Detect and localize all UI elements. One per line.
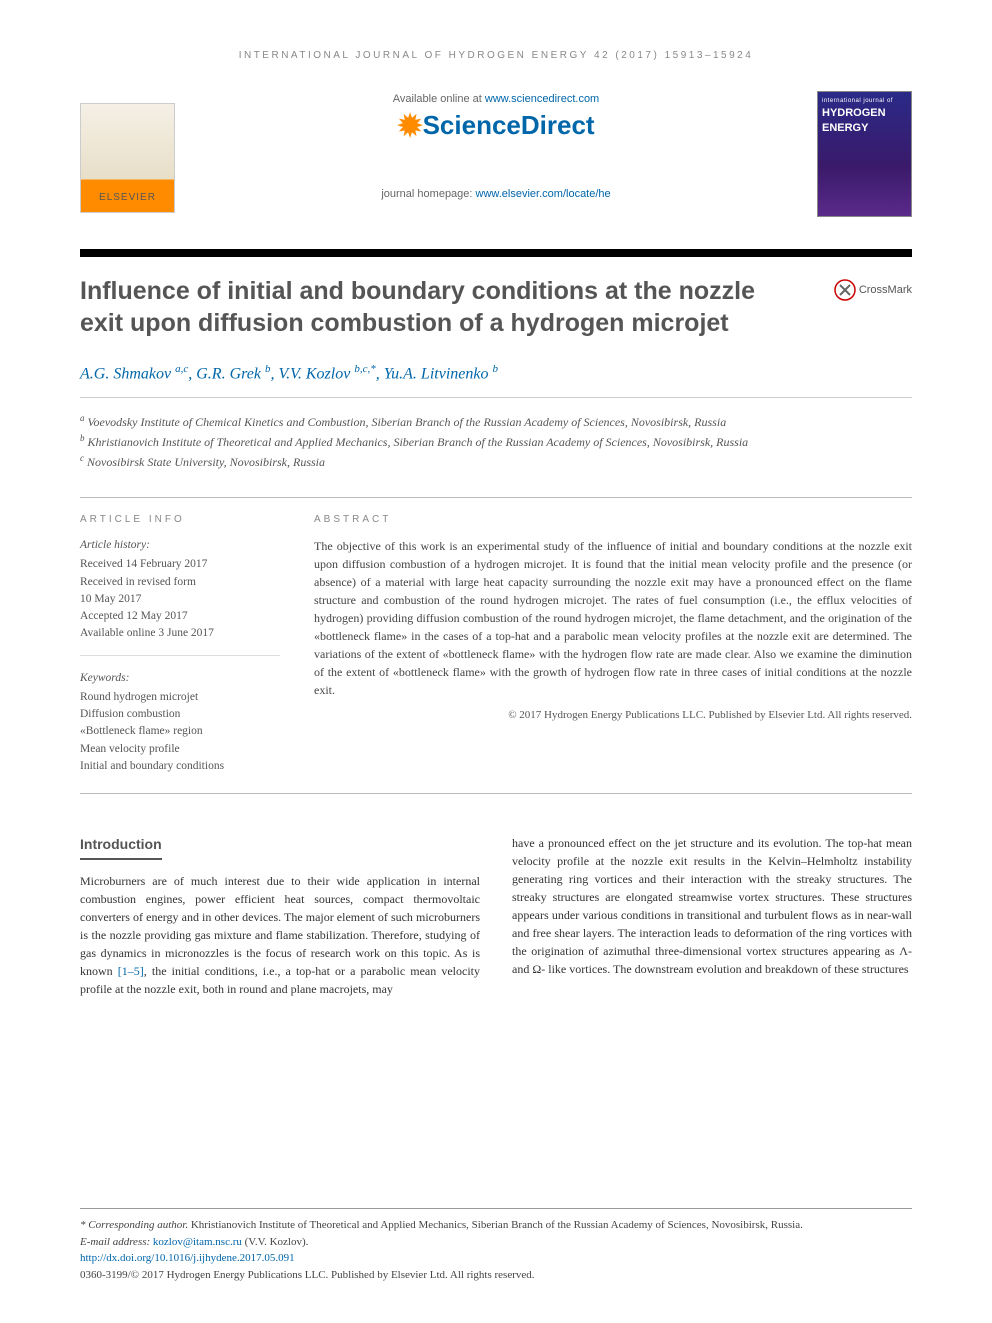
intro-para-right: have a pronounced effect on the jet stru…: [512, 834, 912, 978]
sd-logo-flare-icon: ✹: [397, 110, 422, 143]
keywords-label: Keywords:: [80, 670, 280, 687]
column-right: have a pronounced effect on the jet stru…: [512, 834, 912, 998]
sciencedirect-logo: ✹ScienceDirect: [80, 109, 912, 144]
crossmark-icon: [834, 279, 856, 301]
corr-label: * Corresponding author.: [80, 1219, 188, 1231]
keywords-block: Keywords: Round hydrogen microjetDiffusi…: [80, 670, 280, 776]
history-item: 10 May 2017: [80, 591, 280, 608]
corresponding-author-note: * Corresponding author. Khristianovich I…: [80, 1217, 912, 1234]
homepage-link[interactable]: www.elsevier.com/locate/he: [476, 188, 611, 200]
abstract-copyright: © 2017 Hydrogen Energy Publications LLC.…: [314, 707, 912, 724]
issn-copyright: 0360-3199/© 2017 Hydrogen Energy Publica…: [80, 1267, 912, 1284]
abstract-head: ABSTRACT: [314, 512, 912, 527]
sd-logo-text: ScienceDirect: [423, 110, 595, 140]
email-suffix: (V.V. Kozlov).: [242, 1236, 309, 1248]
ref-link-1-5[interactable]: [1–5]: [118, 964, 144, 978]
crossmark-label: CrossMark: [859, 284, 912, 296]
article-info: ARTICLE INFO Article history: Received 1…: [80, 512, 280, 775]
history-item: Accepted 12 May 2017: [80, 608, 280, 625]
available-online-prefix: Available online at: [393, 93, 485, 105]
journal-header: ELSEVIER Available online at www.science…: [80, 83, 912, 233]
history-label: Article history:: [80, 537, 280, 554]
available-online: Available online at www.sciencedirect.co…: [80, 93, 912, 105]
keyword-item: Mean velocity profile: [80, 741, 280, 758]
article-history-block: Article history: Received 14 February 20…: [80, 537, 280, 656]
keyword-item: «Bottleneck flame» region: [80, 723, 280, 740]
column-left: Introduction Microburners are of much in…: [80, 834, 480, 998]
journal-cover-thumb: international journal of HYDROGEN ENERGY: [817, 91, 912, 217]
email-line: E-mail address: kozlov@itam.nsc.ru (V.V.…: [80, 1234, 912, 1251]
sciencedirect-link[interactable]: www.sciencedirect.com: [485, 93, 599, 105]
intro-heading: Introduction: [80, 834, 162, 860]
title-block: CrossMark Influence of initial and bound…: [80, 249, 912, 471]
keyword-item: Diffusion combustion: [80, 706, 280, 723]
cover-title-2: ENERGY: [822, 122, 907, 135]
info-abstract-row: ARTICLE INFO Article history: Received 1…: [80, 497, 912, 794]
keyword-item: Initial and boundary conditions: [80, 758, 280, 775]
abstract-text: The objective of this work is an experim…: [314, 537, 912, 699]
intro-text-1: Microburners are of much interest due to…: [80, 874, 480, 978]
footnotes: * Corresponding author. Khristianovich I…: [80, 1208, 912, 1283]
keyword-item: Round hydrogen microjet: [80, 689, 280, 706]
cover-title-1: HYDROGEN: [822, 107, 907, 120]
history-item: Received 14 February 2017: [80, 556, 280, 573]
running-head: INTERNATIONAL JOURNAL OF HYDROGEN ENERGY…: [80, 50, 912, 61]
doi-link[interactable]: http://dx.doi.org/10.1016/j.ijhydene.201…: [80, 1252, 295, 1264]
email-label: E-mail address:: [80, 1236, 153, 1248]
article-title: Influence of initial and boundary condit…: [80, 275, 912, 339]
email-link[interactable]: kozlov@itam.nsc.ru: [153, 1236, 242, 1248]
corr-text: Khristianovich Institute of Theoretical …: [188, 1219, 803, 1231]
history-item: Received in revised form: [80, 574, 280, 591]
abstract: ABSTRACT The objective of this work is a…: [314, 512, 912, 775]
elsevier-logo: ELSEVIER: [80, 103, 175, 213]
article-info-head: ARTICLE INFO: [80, 512, 280, 527]
body-columns: Introduction Microburners are of much in…: [80, 834, 912, 998]
affiliation-item: c Novosibirsk State University, Novosibi…: [80, 452, 912, 472]
history-item: Available online 3 June 2017: [80, 625, 280, 642]
cover-small-text: international journal of: [822, 98, 907, 105]
homepage-prefix: journal homepage:: [381, 188, 475, 200]
author-list: A.G. Shmakov a,c, G.R. Grek b, V.V. Kozl…: [80, 363, 912, 398]
journal-homepage: journal homepage: www.elsevier.com/locat…: [80, 188, 912, 200]
affiliation-item: a Voevodsky Institute of Chemical Kineti…: [80, 412, 912, 432]
intro-para-left: Microburners are of much interest due to…: [80, 872, 480, 998]
affiliation-list: a Voevodsky Institute of Chemical Kineti…: [80, 412, 912, 471]
affiliation-item: b Khristianovich Institute of Theoretica…: [80, 432, 912, 452]
crossmark-badge[interactable]: CrossMark: [834, 279, 912, 301]
